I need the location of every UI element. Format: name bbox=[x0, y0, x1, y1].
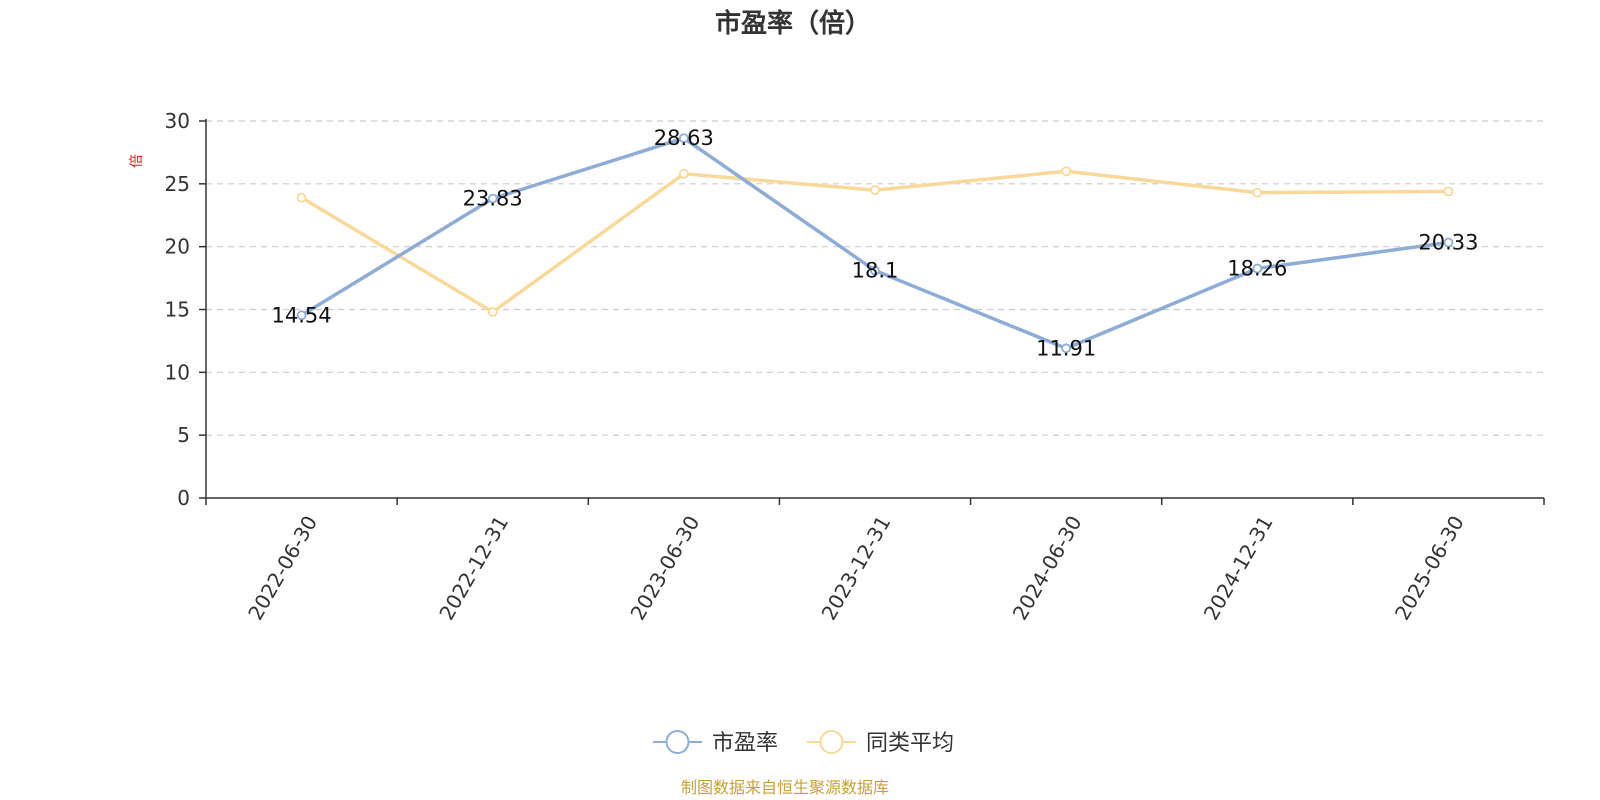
data-label: 28.63 bbox=[654, 126, 714, 150]
y-tick-label: 20 bbox=[165, 235, 190, 259]
data-label: 20.33 bbox=[1418, 231, 1478, 255]
axes: 0 5 10 15 20 25 30 2022-06-30 2022-12-31 2023-06-… bbox=[165, 109, 1545, 625]
data-point bbox=[1061, 166, 1072, 177]
data-label: 18.26 bbox=[1227, 257, 1287, 281]
y-tick-label: 5 bbox=[177, 423, 190, 447]
x-tick-label: 2023-12-31 bbox=[817, 512, 896, 625]
data-labels: 14.54 23.83 28.63 18.1 11.91 18.26 20.33 bbox=[272, 126, 1479, 360]
y-tick-label: 15 bbox=[165, 298, 190, 322]
legend-item-0[interactable]: 市盈率 bbox=[653, 730, 778, 756]
y-tick-label: 30 bbox=[165, 109, 190, 133]
data-label: 14.54 bbox=[272, 303, 332, 327]
data-point bbox=[1252, 263, 1263, 274]
chart-title: 市盈率（倍） bbox=[715, 8, 871, 39]
data-label: 11.91 bbox=[1036, 336, 1096, 360]
series-lines bbox=[296, 133, 1454, 354]
data-point bbox=[296, 192, 307, 203]
data-label: 18.1 bbox=[852, 259, 899, 283]
data-point bbox=[678, 133, 689, 144]
x-tick-label: 2024-06-30 bbox=[1008, 512, 1087, 625]
data-point bbox=[1252, 187, 1263, 198]
y-tick-label: 10 bbox=[165, 360, 190, 384]
data-point bbox=[870, 265, 880, 276]
legend-label: 同类平均 bbox=[866, 731, 954, 756]
series-line-0 bbox=[300, 136, 1449, 351]
data-point bbox=[487, 307, 498, 317]
x-tick-label: 2025-06-30 bbox=[1390, 512, 1469, 625]
data-point bbox=[678, 168, 689, 179]
data-point bbox=[1443, 186, 1454, 197]
data-point bbox=[1061, 343, 1072, 354]
y-tick-label: 25 bbox=[165, 172, 190, 196]
legend-circle-icon bbox=[819, 730, 844, 754]
data-point bbox=[870, 185, 880, 196]
data-point bbox=[296, 310, 307, 321]
y-axis-unit-label: 倍 bbox=[129, 154, 145, 168]
data-point bbox=[1443, 237, 1454, 248]
x-tick-label: 2023-06-30 bbox=[625, 512, 704, 625]
legend-circle-icon bbox=[665, 730, 690, 754]
y-tick-label: 0 bbox=[177, 486, 190, 510]
x-tick-label: 2024-12-31 bbox=[1199, 512, 1278, 625]
grid-lines bbox=[206, 120, 1544, 436]
x-tick-label: 2022-12-31 bbox=[434, 512, 513, 625]
source-note: 制图数据来自恒生聚源数据库 bbox=[681, 778, 889, 797]
legend[interactable]: 市盈率 同类平均 bbox=[653, 730, 954, 756]
data-point bbox=[487, 193, 498, 204]
legend-label: 市盈率 bbox=[712, 731, 778, 756]
legend-item-1[interactable]: 同类平均 bbox=[807, 730, 954, 756]
x-tick-label: 2022-06-30 bbox=[243, 512, 322, 625]
data-label: 23.83 bbox=[463, 187, 523, 211]
